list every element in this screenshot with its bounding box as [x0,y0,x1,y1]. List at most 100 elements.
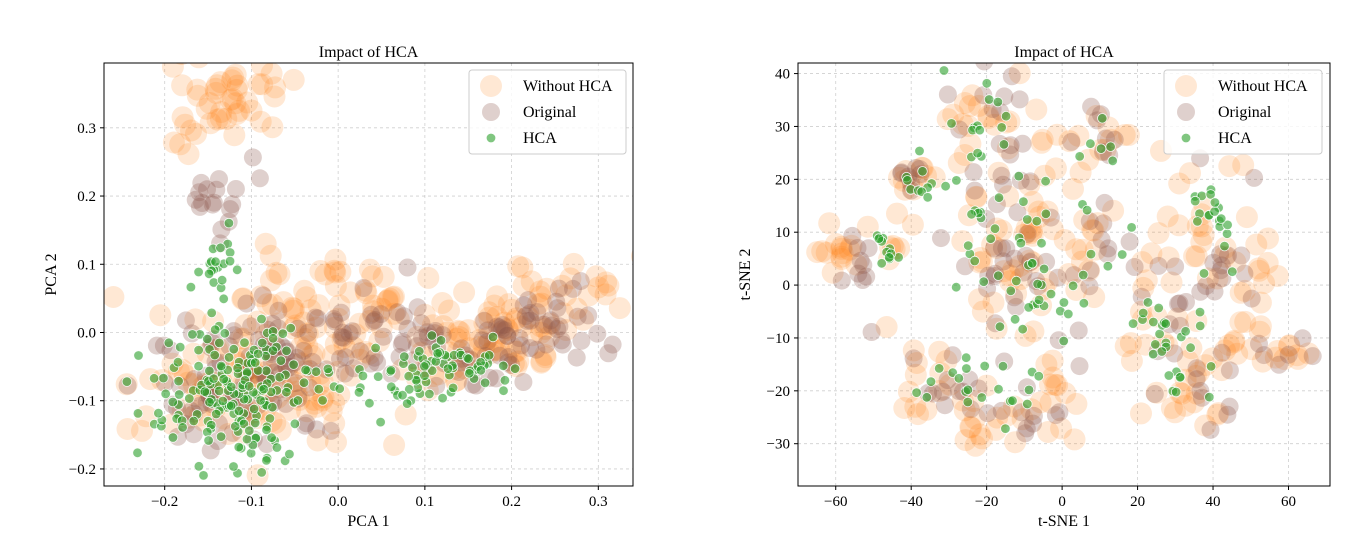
point-hca [1209,197,1221,208]
point-original [862,323,881,341]
point-original [334,328,353,347]
point-hca [1194,306,1206,318]
point-hca [244,425,255,436]
point-without-hca [219,88,242,111]
point-without-hca [448,320,471,343]
point-without-hca [995,404,1018,427]
point-hca [1221,228,1233,239]
point-original [516,307,535,326]
point-original [1245,168,1264,187]
point-without-hca [1166,307,1189,330]
point-without-hca [1065,392,1088,415]
point-original [1099,239,1118,258]
point-without-hca [1041,349,1064,372]
point-original [1002,67,1021,86]
point-hca [1009,314,1021,325]
point-original [994,252,1013,271]
point-without-hca [512,274,535,297]
point-without-hca [1248,259,1271,282]
point-original [1220,397,1239,416]
point-without-hca [838,238,861,261]
point-original [1069,321,1088,340]
point-original [572,331,591,350]
point-without-hca [215,107,238,130]
point-original [308,309,327,328]
point-without-hca [1031,128,1054,151]
point-without-hca [608,297,631,320]
point-without-hca [830,237,853,260]
point-original [1080,212,1099,231]
point-without-hca [1041,366,1064,389]
point-original [514,373,533,391]
point-without-hca [1069,161,1092,184]
point-without-hca [348,312,371,335]
point-without-hca [1039,391,1062,414]
point-hca [1227,266,1238,277]
point-original [296,416,315,435]
point-hca [1036,237,1047,249]
point-hca [983,94,995,105]
point-without-hca [585,265,608,288]
point-without-hca [947,152,970,174]
legend-marker-original [1177,103,1195,121]
point-without-hca [1190,231,1213,254]
point-hca [203,435,214,446]
point-without-hca [1286,344,1309,367]
point-hca [375,416,386,428]
point-original [1242,289,1261,308]
point-without-hca [1145,381,1168,404]
point-without-hca [209,107,232,130]
point-without-hca [520,270,543,293]
chart-title: Impact of HCA [319,44,419,61]
point-hca [199,386,211,397]
point-original [518,311,537,330]
point-without-hca [1067,124,1090,147]
legend-marker-without-hca [480,75,502,97]
point-without-hca [821,261,844,284]
point-original [340,324,359,343]
point-without-hca [901,213,924,236]
point-original [193,194,212,212]
point-without-hca [1256,251,1279,274]
point-hca [1198,268,1210,279]
point-hca [962,384,974,396]
point-hca [1204,391,1215,403]
point-original [932,229,950,248]
point-hca [206,485,213,486]
point-original [1197,277,1215,295]
legend-label: HCA [1218,130,1252,147]
point-hca [209,349,220,361]
legend: Without HCA Original HCA [468,69,627,155]
point-without-hca [186,78,209,101]
point-original [588,324,607,343]
point-hca [1038,263,1050,275]
point-hca [407,362,418,374]
point-hca [914,145,925,157]
point-without-hca [907,403,929,426]
point-original [541,311,560,330]
point-hca [1194,320,1206,332]
point-original [1213,269,1232,288]
point-without-hca [225,78,248,101]
point-original [204,193,223,212]
point-without-hca [1130,402,1152,425]
x-tick-label: 40 [1206,494,1221,510]
point-hca [256,313,267,325]
point-without-hca [975,374,998,397]
point-hca [153,408,164,419]
point-without-hca [268,263,291,286]
point-without-hca [997,185,1020,208]
point-original [365,348,384,367]
point-original [542,316,561,335]
point-hca [386,381,397,393]
point-without-hca [394,403,417,426]
point-without-hca [329,260,352,283]
point-hca [424,388,435,400]
point-hca [208,373,219,384]
point-without-hca [296,400,319,423]
point-original [192,173,211,192]
point-without-hca [296,322,319,345]
legend-frame [1163,69,1323,155]
point-original [493,316,512,335]
point-hca [921,392,933,403]
